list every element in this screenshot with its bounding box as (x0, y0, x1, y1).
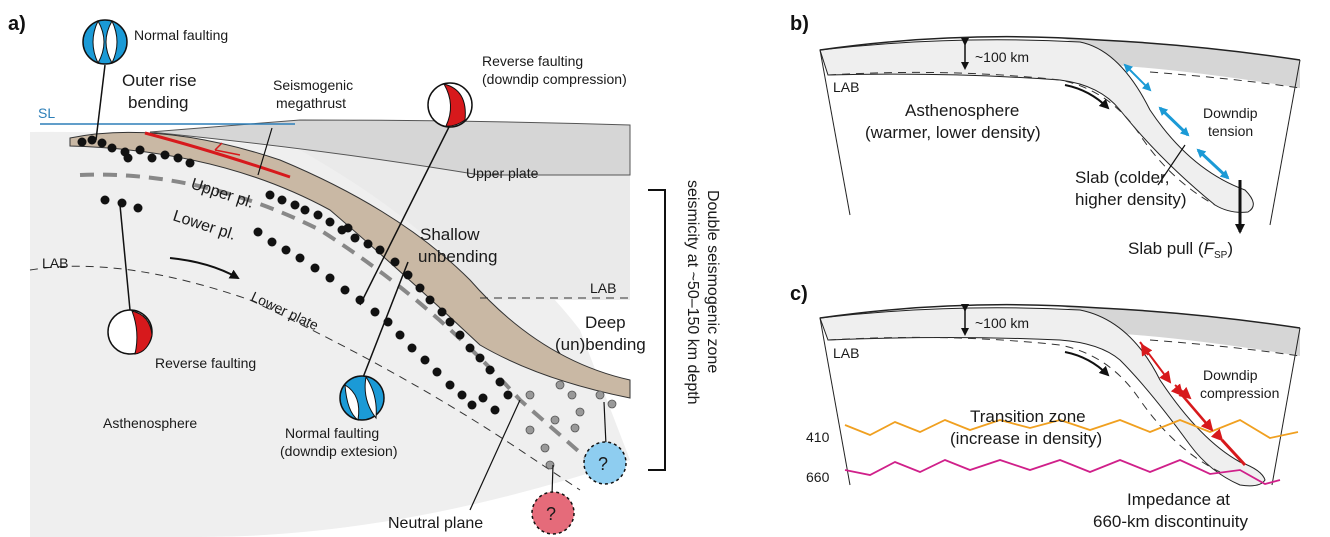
panel-c-tz-2: (increase in density) (950, 429, 1102, 448)
uncertain-events (525, 380, 617, 470)
panel-b-tension-arrow-2 (1158, 106, 1190, 137)
panel-c-downdip-1: Downdip (1203, 367, 1258, 383)
panel-c-660-line (844, 459, 1281, 485)
beachball-reverse-bottom (107, 204, 153, 355)
beachball-normal-bottom (339, 261, 409, 421)
slab-crust-band (69, 131, 631, 399)
label-normal-faulting-top: Normal faulting (134, 27, 228, 43)
panel-c: c) ~100 km LAB Downdip compression 410 6… (790, 283, 1301, 531)
double-zone-bracket (648, 189, 666, 471)
panel-b-slab-leader (1157, 144, 1186, 186)
label-sea-level: SL (38, 105, 55, 121)
panel-c-660-label: 660 (806, 469, 830, 485)
mantle-background (30, 131, 630, 537)
label-upper-plate: Upper plate (466, 165, 539, 181)
panel-b: b) ~100 km LAB Asthenosphere (warmer, lo… (790, 13, 1301, 261)
panel-b-label: b) (790, 13, 809, 35)
label-deep-1: Deep (585, 313, 626, 332)
panel-b-asth-1: Asthenosphere (905, 101, 1019, 120)
panel-c-compression-line-1 (1139, 341, 1172, 384)
panel-b-slab-pull: Slab pull (FSP) (1128, 239, 1233, 261)
megathrust-line (144, 131, 291, 179)
panel-c-label: c) (790, 283, 808, 305)
panel-c-410-line (844, 418, 1299, 439)
beachball-normal-top (82, 19, 128, 141)
label-asthenosphere: Asthenosphere (103, 415, 197, 431)
label-reverse-top-1: Reverse faulting (482, 53, 583, 69)
panel-a: a) Normal faulting Outer rise bending Se… (8, 13, 721, 537)
label-double-zone-2: seismicity at ~50–150 km depth (684, 180, 701, 405)
label-lab-right: LAB (590, 280, 616, 296)
beachball-reverse-top (359, 82, 473, 306)
label-reverse-top-2: (downdip compression) (482, 71, 627, 87)
panel-c-compression-line-2 (1170, 383, 1214, 432)
lower-plate-arrow (169, 257, 240, 279)
panel-c-left-edge (819, 317, 851, 486)
panel-c-lab-label: LAB (833, 345, 859, 361)
panel-b-tension-arrow-1 (1123, 63, 1152, 92)
label-neutral-plane: Neutral plane (388, 515, 483, 532)
label-double-zone-1: Double seismogenic zone (704, 190, 721, 373)
label-outer-rise-1: Outer rise (122, 71, 197, 90)
neutral-plane-leader (469, 399, 521, 511)
megathrust-leader (257, 127, 273, 176)
panel-b-upper-plate (1060, 38, 1300, 88)
panel-b-slab (819, 39, 1254, 213)
panel-b-lab-right (1149, 71, 1301, 89)
panel-b-lab-label: LAB (833, 79, 859, 95)
panel-b-slab-2: higher density) (1075, 190, 1187, 209)
beachball-question-red (531, 464, 575, 535)
panel-b-asth-2: (warmer, lower density) (865, 123, 1041, 142)
beachball-question-blue (583, 401, 627, 485)
earthquake-dots (77, 135, 513, 415)
panel-c-tz-1: Transition zone (970, 407, 1086, 426)
panel-c-upper-plate (1060, 306, 1300, 356)
panel-a-label: a) (8, 13, 26, 35)
panel-b-top-edge (819, 35, 1301, 61)
panel-c-lab-right (1149, 339, 1301, 357)
label-normal-bottom-1: Normal faulting (285, 425, 379, 441)
panel-c-imp-1: Impedance at (1127, 490, 1230, 509)
panel-c-lab (827, 336, 1221, 473)
panel-b-depth-label: ~100 km (975, 49, 1029, 65)
label-question-blue: ? (598, 454, 608, 474)
label-seismogenic-2: megathrust (276, 95, 346, 111)
label-shallow-2: unbending (418, 247, 497, 266)
panel-c-top-edge (819, 303, 1301, 329)
label-seismogenic-1: Seismogenic (273, 77, 353, 93)
panel-b-downdip-2: tension (1208, 123, 1253, 139)
panel-c-slab (819, 307, 1266, 487)
panel-c-downdip-2: compression (1200, 385, 1279, 401)
panel-c-compression-arrow-2 (1174, 384, 1192, 400)
panel-c-right-edge (1271, 327, 1301, 486)
label-outer-rise-2: bending (128, 93, 189, 112)
panel-c-depth-label: ~100 km (975, 315, 1029, 331)
label-lab-left: LAB (42, 255, 68, 271)
panel-b-slab-1: Slab (colder, (1075, 168, 1170, 187)
panel-c-compression-line-3 (1210, 428, 1247, 467)
panel-c-imp-2: 660-km discontinuity (1093, 512, 1248, 531)
panel-b-downdip-1: Downdip (1203, 105, 1258, 121)
panel-c-flow-arrow (1064, 351, 1110, 377)
label-question-red: ? (546, 504, 556, 524)
panel-b-flow-arrow (1064, 84, 1110, 110)
panel-b-lab (827, 71, 1216, 206)
panel-b-tension-arrow-3 (1196, 148, 1230, 180)
label-reverse-bottom: Reverse faulting (155, 355, 256, 371)
panel-b-left-edge (819, 49, 851, 216)
megathrust-arrow (214, 142, 241, 156)
panel-c-410-label: 410 (806, 429, 830, 445)
label-shallow-1: Shallow (420, 225, 480, 244)
label-normal-bottom-2: (downdip extesion) (280, 443, 398, 459)
label-deep-2: (un)bending (555, 335, 646, 354)
upper-plate-lithosphere (300, 150, 630, 300)
